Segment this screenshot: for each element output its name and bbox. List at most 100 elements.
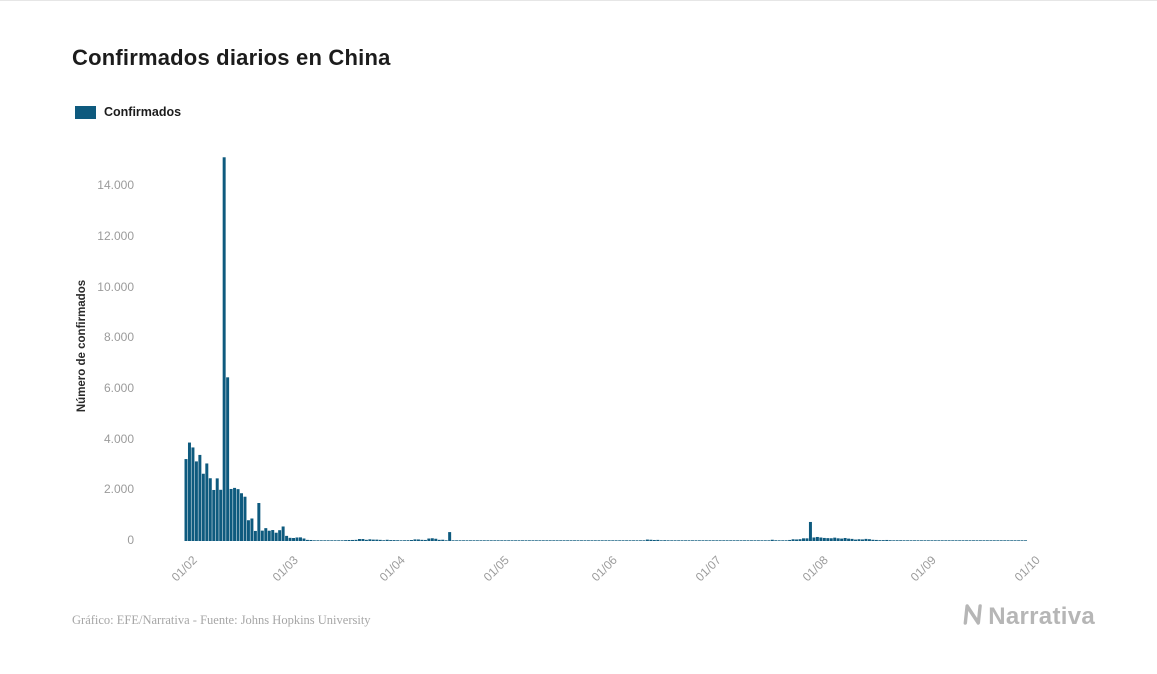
- bar: [389, 540, 393, 541]
- bar: [527, 540, 531, 541]
- bar: [718, 540, 722, 541]
- bar: [684, 540, 688, 541]
- bar: [493, 540, 497, 541]
- bar: [246, 520, 250, 541]
- bar: [743, 540, 747, 541]
- bar: [444, 540, 448, 541]
- bar: [475, 540, 479, 541]
- bar: [767, 540, 771, 541]
- bar: [645, 539, 649, 541]
- bar: [736, 540, 740, 541]
- bar: [559, 540, 563, 541]
- bar: [496, 540, 500, 541]
- bar: [826, 538, 830, 541]
- bar: [913, 540, 917, 541]
- bar: [576, 540, 580, 541]
- bar: [285, 535, 289, 541]
- bar: [1013, 540, 1017, 541]
- bar: [583, 540, 587, 541]
- bar: [531, 540, 535, 541]
- bar: [944, 540, 948, 541]
- bar: [399, 540, 403, 541]
- bar: [638, 540, 642, 541]
- bar: [777, 540, 781, 541]
- bar: [940, 540, 944, 541]
- bar: [902, 540, 906, 541]
- bar: [500, 540, 504, 541]
- bar: [611, 540, 615, 541]
- bar: [333, 540, 337, 541]
- bar: [704, 540, 708, 541]
- legend-swatch: [75, 105, 96, 119]
- bar: [746, 540, 750, 541]
- bar: [295, 537, 299, 541]
- bar: [208, 478, 212, 541]
- bar: [1003, 540, 1007, 541]
- bar: [926, 540, 930, 541]
- bar: [344, 540, 348, 541]
- bar: [954, 540, 958, 541]
- bar: [673, 540, 677, 541]
- bar: [441, 539, 445, 541]
- bar: [416, 539, 420, 541]
- bar: [795, 539, 799, 541]
- bar: [867, 539, 871, 541]
- bar: [815, 536, 819, 541]
- bar: [330, 540, 334, 541]
- bar: [479, 540, 483, 541]
- bar: [691, 540, 694, 541]
- bar: [288, 537, 292, 541]
- bar: [840, 538, 844, 541]
- page-title: Confirmados diarios en China: [72, 45, 391, 70]
- legend-label: Confirmados: [104, 105, 182, 119]
- bar: [659, 540, 663, 541]
- bar: [864, 538, 868, 541]
- narrativa-logo-icon: [961, 602, 986, 631]
- bar: [566, 540, 570, 541]
- bar: [371, 539, 375, 541]
- bar: [593, 540, 597, 541]
- bar: [187, 442, 191, 541]
- bar: [555, 540, 559, 541]
- bar: [722, 540, 726, 541]
- bar: [930, 540, 934, 541]
- bar: [538, 540, 542, 541]
- bar: [833, 537, 837, 541]
- bar: [465, 540, 469, 541]
- bar: [573, 540, 577, 541]
- bar: [725, 540, 729, 541]
- bar: [843, 537, 847, 541]
- bar: [423, 539, 427, 541]
- bar: [770, 539, 774, 541]
- bar: [375, 539, 379, 541]
- bar: [267, 530, 271, 541]
- bar: [829, 538, 833, 541]
- bar: [850, 538, 854, 541]
- bar: [1010, 540, 1014, 541]
- bar: [687, 540, 691, 541]
- brand-logo: Narrativa: [962, 602, 1095, 631]
- bar: [753, 540, 757, 541]
- bar: [906, 540, 910, 541]
- bar: [510, 540, 514, 541]
- bar: [1024, 540, 1028, 541]
- bar: [514, 540, 518, 541]
- y-tick-label: 2.000: [103, 482, 134, 497]
- bar: [756, 540, 760, 541]
- y-tick-label: 12.000: [97, 229, 134, 244]
- bar: [302, 538, 306, 541]
- bar: [784, 540, 788, 541]
- bar: [427, 538, 431, 541]
- bar: [621, 540, 625, 541]
- bar: [410, 540, 413, 541]
- bar: [958, 540, 962, 541]
- bar: [430, 538, 434, 541]
- bar: [885, 539, 889, 541]
- bar: [357, 539, 361, 541]
- bar: [521, 540, 524, 541]
- legend: Confirmados: [75, 105, 181, 119]
- bar: [212, 489, 216, 541]
- bar: [472, 540, 476, 541]
